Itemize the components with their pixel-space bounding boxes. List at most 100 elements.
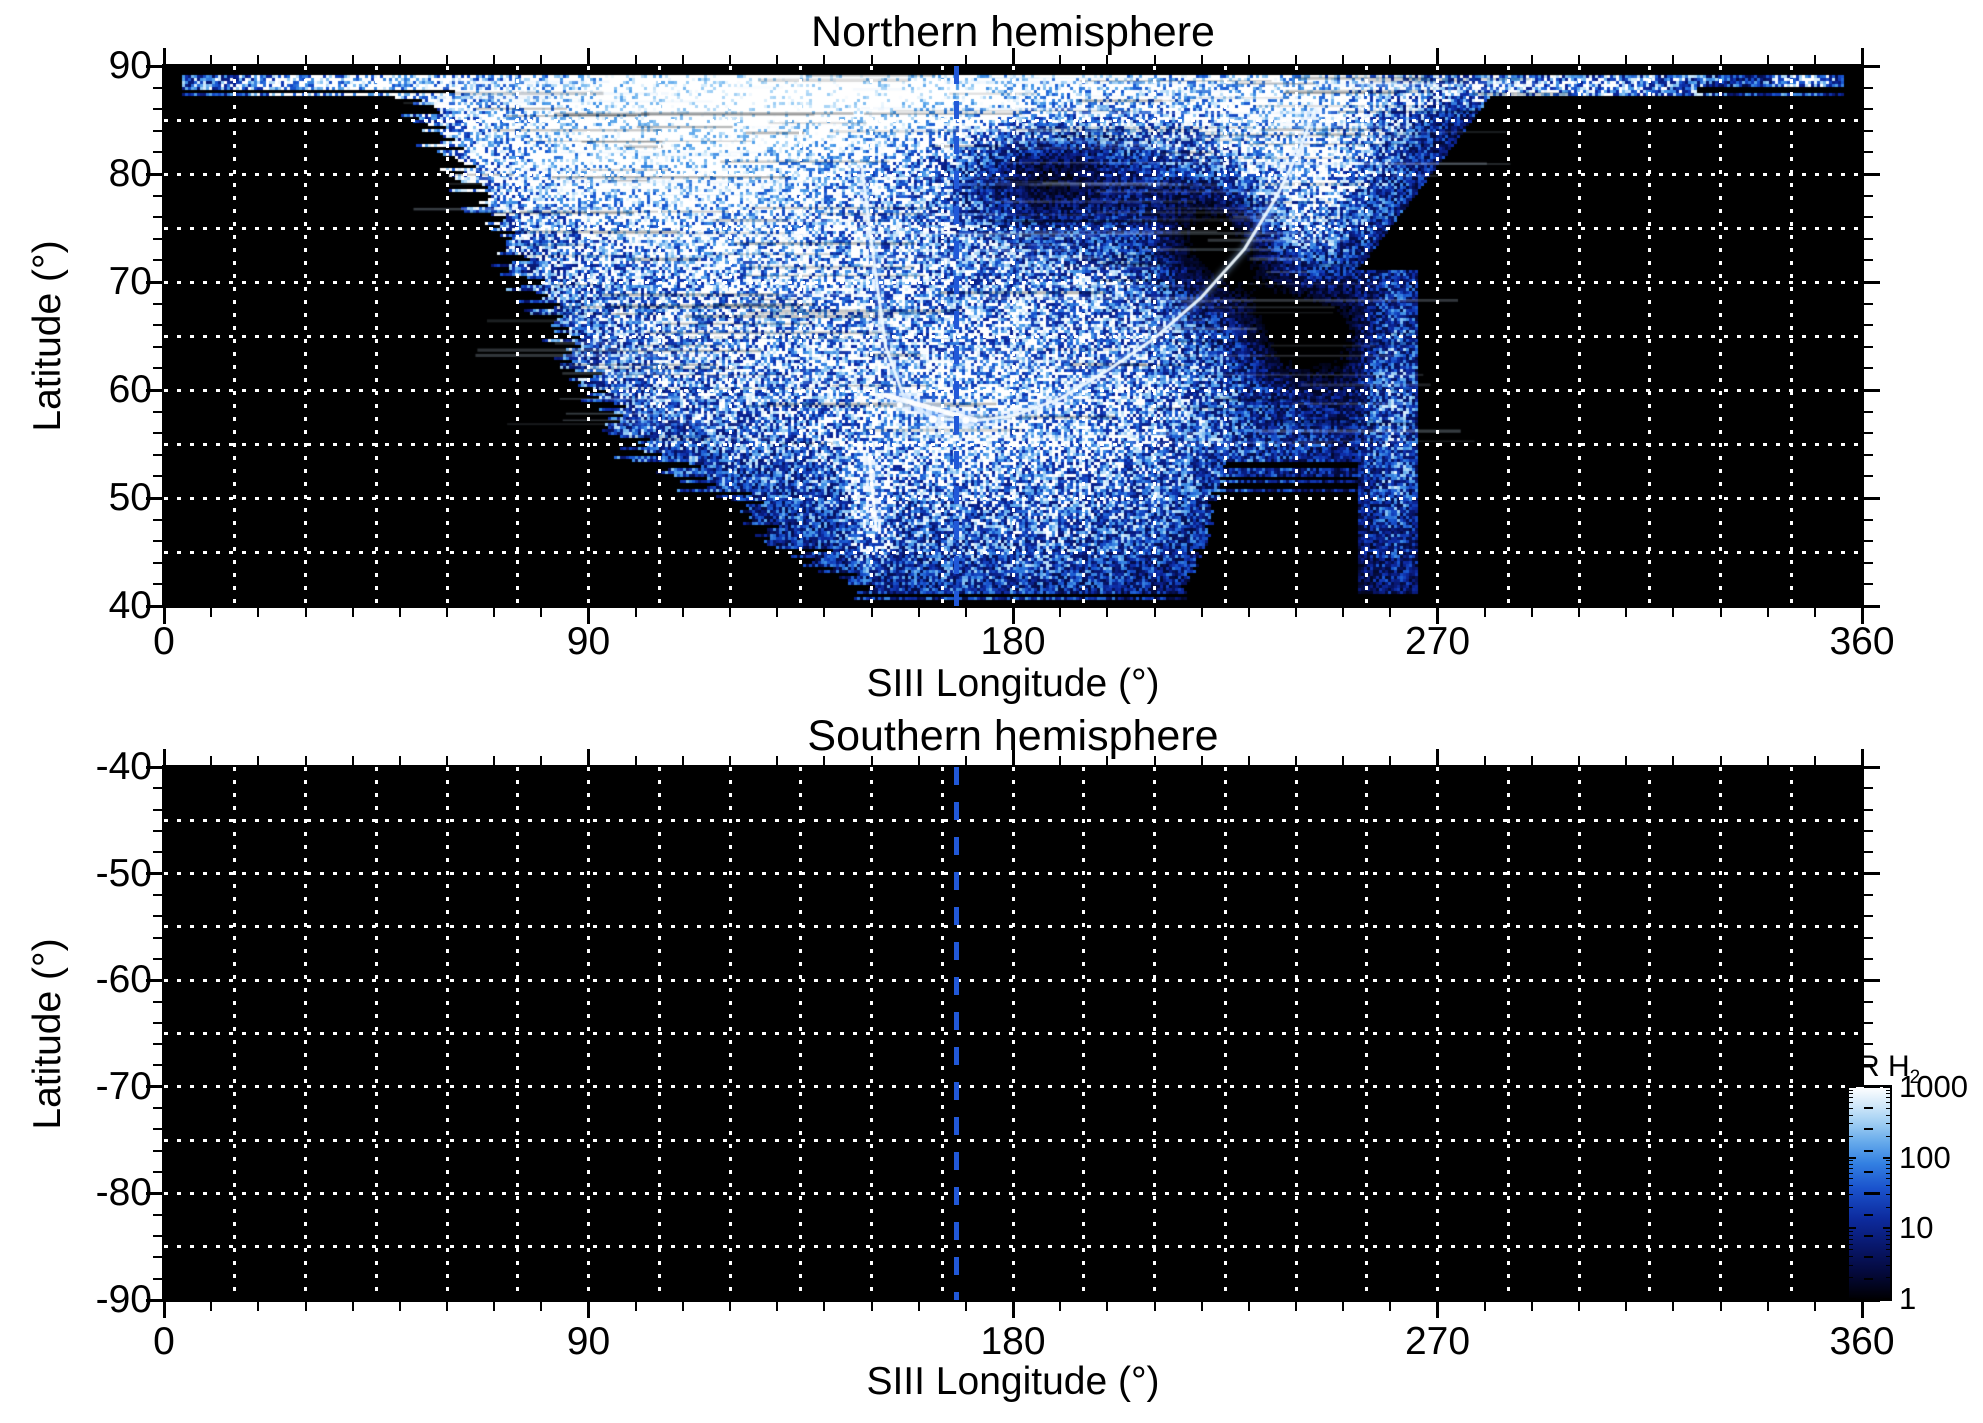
y-axis-tick [153, 151, 162, 154]
y-axis-tick [153, 540, 162, 543]
colorbar-minor-tick [1886, 1238, 1890, 1240]
y-axis-tick [1864, 432, 1873, 435]
grid-line-horizontal [164, 226, 1862, 230]
colorbar-minor-tick [1886, 1185, 1890, 1187]
x-axis-tick [729, 608, 731, 617]
x-axis-tick [1672, 608, 1675, 617]
x-tick-label: 90 [566, 620, 611, 663]
y-axis-tick [1864, 1256, 1873, 1259]
x-axis-tick [776, 608, 779, 617]
x-axis-tick [587, 48, 590, 64]
x-axis-tick [917, 756, 920, 765]
y-axis-tick [1864, 1191, 1880, 1195]
colorbar-minor-tick [1886, 1264, 1890, 1266]
x-axis-tick [1011, 1302, 1015, 1318]
x-axis-tick [1436, 749, 1439, 765]
x-axis-tick [1342, 756, 1345, 765]
x-axis-tick [210, 756, 213, 765]
x-axis-tick [823, 608, 826, 617]
y-axis-tick [153, 1171, 162, 1174]
y-axis-tick [153, 518, 162, 521]
colorbar-minor-tick [1886, 1093, 1890, 1095]
x-axis-tick [1483, 55, 1486, 64]
grid-line-horizontal [164, 925, 1862, 929]
colorbar-minor-tick [1849, 1107, 1853, 1109]
north-x-axis-label: SIII Longitude (°) [866, 662, 1160, 705]
x-axis-tick [1295, 55, 1297, 64]
x-axis-tick [1719, 1302, 1722, 1311]
x-tick-label: 360 [1829, 1320, 1895, 1363]
y-axis-tick [1864, 1128, 1873, 1131]
colorbar-minor-tick [1886, 1277, 1890, 1279]
colorbar-minor-tick [1886, 1172, 1890, 1174]
y-axis-tick [1864, 1149, 1873, 1152]
x-axis-tick [1483, 1302, 1486, 1311]
x-axis-tick [870, 1302, 873, 1311]
x-axis-tick [823, 55, 826, 64]
x-axis-tick [540, 608, 543, 617]
north-reference-line [953, 66, 959, 606]
y-axis-tick [1864, 1043, 1873, 1046]
y-axis-tick [1864, 259, 1873, 262]
colorbar-tick [1883, 1156, 1890, 1159]
y-axis-tick [153, 583, 162, 586]
colorbar-tick [1849, 1298, 1856, 1300]
colorbar-minor-tick [1849, 1243, 1853, 1245]
x-axis-tick [162, 1302, 166, 1318]
colorbar-minor-tick [1849, 1164, 1853, 1165]
colorbar-tick-label: 10 [1899, 1210, 1934, 1246]
x-axis-tick [1059, 608, 1062, 617]
x-tick-label: 180 [980, 620, 1046, 663]
x-axis-tick [540, 756, 543, 765]
grid-line-horizontal [164, 550, 1862, 554]
y-axis-tick [1864, 237, 1873, 240]
y-axis-tick [1864, 872, 1880, 876]
y-tick-label: 60 [108, 368, 152, 411]
x-axis-tick [1530, 55, 1533, 64]
x-tick-label: 270 [1404, 620, 1471, 663]
y-axis-tick [1864, 475, 1873, 478]
y-axis-tick [1864, 808, 1873, 811]
x-axis-tick [1059, 55, 1062, 64]
x-axis-tick [823, 756, 826, 765]
x-axis-tick [634, 1302, 637, 1311]
x-axis-tick [540, 1302, 543, 1311]
x-axis-tick [304, 1302, 307, 1311]
colorbar-minor-tick [1886, 1089, 1890, 1091]
colorbar-minor-tick [1886, 1231, 1890, 1233]
x-axis-tick [493, 1302, 496, 1311]
colorbar-minor-tick [1849, 1264, 1853, 1266]
colorbar-minor-tick [1886, 1243, 1890, 1245]
x-axis-tick [1011, 749, 1015, 765]
x-axis-tick [446, 608, 448, 617]
y-axis-tick [1864, 216, 1873, 219]
x-axis-tick [634, 608, 637, 617]
x-axis-tick [1200, 55, 1203, 64]
x-tick-label: 90 [566, 1320, 611, 1363]
x-axis-tick [1766, 1302, 1769, 1311]
x-axis-tick [1436, 1302, 1439, 1318]
colorbar-minor-tick [1849, 1234, 1853, 1236]
x-axis-tick [1860, 749, 1864, 765]
x-axis-tick [1578, 55, 1580, 64]
y-tick-label: -70 [95, 1064, 152, 1108]
x-axis-tick [1530, 608, 1533, 617]
x-axis-tick [1200, 1302, 1203, 1311]
x-axis-tick [1483, 756, 1486, 765]
x-axis-tick [587, 608, 590, 624]
colorbar-minor-tick [1886, 1168, 1890, 1170]
y-axis-tick [1864, 851, 1873, 854]
y-axis-tick [1864, 280, 1880, 284]
colorbar-minor-tick [1886, 1123, 1890, 1125]
y-axis-tick [153, 237, 162, 240]
x-axis-tick [917, 55, 920, 64]
grid-line-horizontal [164, 118, 1862, 122]
y-axis-tick [153, 194, 162, 197]
x-axis-tick [398, 756, 401, 765]
x-axis-tick [681, 756, 684, 765]
y-axis-tick [1864, 194, 1873, 197]
x-axis-tick [1106, 55, 1109, 64]
x-axis-tick [1436, 608, 1439, 624]
y-axis-tick [1864, 978, 1880, 982]
y-axis-tick [153, 1000, 162, 1003]
